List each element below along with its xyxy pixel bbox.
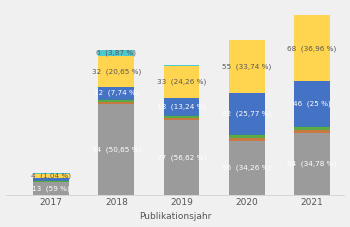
- X-axis label: Publikationsjahr: Publikationsjahr: [139, 212, 211, 222]
- Bar: [33, 173, 69, 174]
- Text: 55  (33,74 %): 55 (33,74 %): [222, 63, 271, 69]
- Bar: [33, 182, 69, 183]
- Text: 32  (20,65 %): 32 (20,65 %): [92, 68, 141, 75]
- Bar: [163, 98, 200, 115]
- Bar: [163, 118, 200, 120]
- Bar: [294, 133, 330, 195]
- Text: 68  (36,96 %): 68 (36,96 %): [287, 45, 336, 52]
- Bar: [163, 120, 200, 195]
- Bar: [294, 126, 330, 127]
- Bar: [98, 102, 134, 104]
- Text: 42  (25,77 %): 42 (25,77 %): [222, 110, 271, 117]
- Text: 94  (50,65 %): 94 (50,65 %): [92, 146, 141, 153]
- Bar: [33, 183, 69, 195]
- Bar: [294, 81, 330, 126]
- Bar: [294, 130, 330, 133]
- Bar: [163, 65, 200, 66]
- Bar: [98, 104, 134, 195]
- Bar: [229, 135, 265, 138]
- Bar: [163, 115, 200, 116]
- Text: 6  (3,87 %): 6 (3,87 %): [96, 50, 136, 57]
- Bar: [163, 116, 200, 118]
- Text: 64  (34,78 %): 64 (34,78 %): [287, 161, 336, 167]
- Bar: [163, 66, 200, 98]
- Bar: [294, 15, 330, 81]
- Bar: [98, 99, 134, 100]
- Bar: [229, 134, 265, 135]
- Bar: [98, 50, 134, 56]
- Bar: [229, 141, 265, 195]
- Bar: [294, 127, 330, 130]
- Text: 18  (13,24 %): 18 (13,24 %): [157, 104, 206, 110]
- Bar: [98, 100, 134, 102]
- Bar: [98, 56, 134, 87]
- Bar: [33, 174, 69, 178]
- Bar: [98, 87, 134, 99]
- Bar: [33, 180, 69, 182]
- Bar: [229, 39, 265, 93]
- Bar: [229, 93, 265, 134]
- Text: 12  (7,74 %): 12 (7,74 %): [94, 90, 139, 96]
- Text: 56  (34,26 %): 56 (34,26 %): [222, 165, 271, 171]
- Text: 46  (25 %): 46 (25 %): [293, 101, 331, 107]
- Text: 4  (1,04 %): 4 (1,04 %): [31, 173, 71, 179]
- Text: 77  (56,62 %): 77 (56,62 %): [157, 154, 206, 161]
- Text: 13  (59 %): 13 (59 %): [32, 185, 70, 192]
- Text: 33  (24,26 %): 33 (24,26 %): [157, 79, 206, 85]
- Bar: [229, 138, 265, 141]
- Bar: [33, 178, 69, 180]
